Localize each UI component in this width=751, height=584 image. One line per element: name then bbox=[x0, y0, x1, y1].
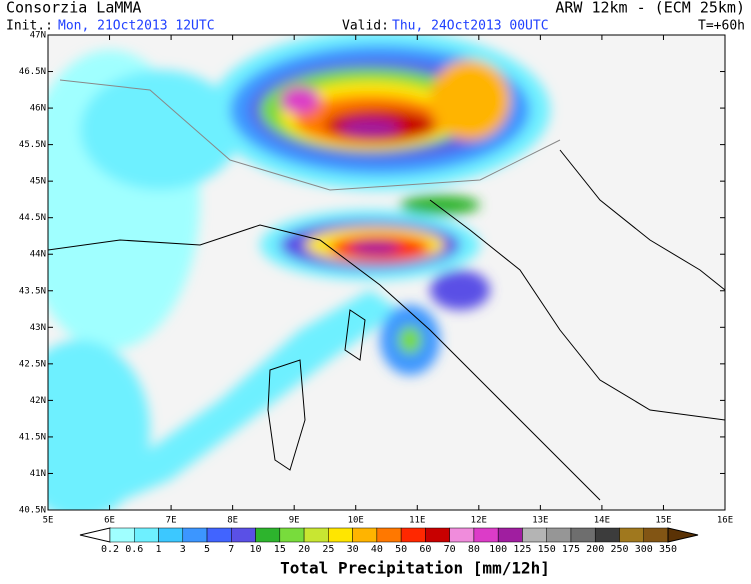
valid-time: Thu, 24Oct2013 00UTC bbox=[392, 19, 549, 34]
colorbar-swatch bbox=[473, 527, 499, 543]
lat-label: 41.5N bbox=[19, 432, 46, 442]
colorbar-level: 5 bbox=[204, 544, 210, 555]
coastline bbox=[429, 199, 725, 421]
valid-label: Valid: bbox=[342, 19, 389, 34]
map-frame bbox=[47, 34, 726, 511]
init-time: Mon, 21Oct2013 12UTC bbox=[58, 19, 215, 34]
colorbar-level: 3 bbox=[180, 544, 186, 555]
colorbar-level: 10 bbox=[250, 544, 262, 555]
precip-field bbox=[48, 35, 725, 510]
colorbar-arrow bbox=[79, 527, 111, 543]
model-title: ARW 12km - (ECM 25km) bbox=[555, 0, 745, 17]
colorbar-level: 7 bbox=[228, 544, 234, 555]
colorbar-swatch bbox=[182, 527, 208, 543]
colorbar-swatch bbox=[619, 527, 644, 543]
lon-label: 13E bbox=[532, 516, 548, 526]
colorbar-swatch bbox=[134, 527, 159, 543]
colorbar-level: 25 bbox=[322, 544, 334, 555]
colorbar-level: 150 bbox=[538, 544, 556, 555]
colorbar-level: 200 bbox=[586, 544, 604, 555]
colorbar-level: 100 bbox=[489, 544, 507, 555]
colorbar-swatch bbox=[303, 527, 329, 543]
lat-label: 46N bbox=[30, 104, 46, 114]
colorbar-level: 175 bbox=[562, 544, 580, 555]
colorbar-level: 350 bbox=[659, 544, 677, 555]
colorbar-swatch bbox=[109, 527, 135, 543]
lat-label: 43.5N bbox=[19, 286, 46, 296]
colorbar-level: 125 bbox=[513, 544, 531, 555]
org-title: Consorzia LaMMA bbox=[6, 0, 141, 17]
lon-label: 10E bbox=[348, 516, 364, 526]
colorbar-swatch bbox=[376, 527, 402, 543]
lat-label: 42N bbox=[30, 396, 46, 406]
colorbar-swatch bbox=[497, 527, 523, 543]
colorbar-level: 40 bbox=[371, 544, 383, 555]
colorbar-level: 300 bbox=[635, 544, 653, 555]
lon-label: 9E bbox=[289, 516, 300, 526]
colorbar-level: 80 bbox=[468, 544, 480, 555]
coastline bbox=[48, 224, 601, 501]
colorbar-level: 1 bbox=[156, 544, 162, 555]
lat-label: 44.5N bbox=[19, 213, 46, 223]
lon-label: 5E bbox=[43, 516, 54, 526]
lon-label: 16E bbox=[717, 516, 733, 526]
colorbar-swatch bbox=[643, 527, 669, 543]
colorbar-swatch bbox=[570, 527, 596, 543]
coastline bbox=[559, 149, 725, 291]
island bbox=[267, 359, 306, 471]
colorbar-swatch bbox=[279, 527, 305, 543]
lon-label: 15E bbox=[655, 516, 671, 526]
colorbar-swatch bbox=[328, 527, 353, 543]
island bbox=[344, 309, 366, 361]
lat-label: 45N bbox=[30, 177, 46, 187]
colorbar-swatch bbox=[255, 527, 281, 543]
colorbar-level: 0.2 bbox=[101, 544, 119, 555]
colorbar-level: 15 bbox=[274, 544, 286, 555]
lat-label: 41N bbox=[30, 469, 46, 479]
colorbar-swatch bbox=[231, 527, 256, 543]
legend-title: Total Precipitation [mm/12h] bbox=[280, 559, 550, 578]
colorbar-swatch bbox=[522, 527, 547, 543]
border bbox=[59, 79, 561, 191]
colorbar-level: 30 bbox=[347, 544, 359, 555]
forecast-step: T=+60h bbox=[698, 19, 745, 34]
colorbar-swatch bbox=[352, 527, 378, 543]
colorbar-level: 50 bbox=[395, 544, 407, 555]
colorbar-swatch bbox=[400, 527, 426, 543]
lat-label: 45.5N bbox=[19, 140, 46, 150]
init-label: Init.: bbox=[6, 19, 53, 34]
lon-label: 7E bbox=[166, 516, 177, 526]
lat-label: 46.5N bbox=[19, 67, 46, 77]
lat-label: 44N bbox=[30, 250, 46, 260]
lon-label: 14E bbox=[594, 516, 610, 526]
colorbar-level: 0.6 bbox=[125, 544, 143, 555]
lon-label: 11E bbox=[409, 516, 425, 526]
colorbar-swatch bbox=[425, 527, 450, 543]
lat-label: 43N bbox=[30, 323, 46, 333]
colorbar-level: 250 bbox=[610, 544, 628, 555]
lon-label: 6E bbox=[104, 516, 115, 526]
colorbar-level: 60 bbox=[419, 544, 431, 555]
colorbar-swatch bbox=[546, 527, 572, 543]
colorbar-swatch bbox=[158, 527, 184, 543]
lat-label: 47N bbox=[30, 31, 46, 41]
colorbar-swatch bbox=[206, 527, 232, 543]
lon-label: 8E bbox=[227, 516, 238, 526]
colorbar-level: 70 bbox=[444, 544, 456, 555]
colorbar-swatch bbox=[449, 527, 475, 543]
lat-label: 42.5N bbox=[19, 359, 46, 369]
colorbar-arrow bbox=[667, 527, 699, 543]
colorbar-level: 20 bbox=[298, 544, 310, 555]
lon-label: 12E bbox=[471, 516, 487, 526]
colorbar-swatch bbox=[594, 527, 620, 543]
lat-label: 40.5N bbox=[19, 506, 46, 516]
